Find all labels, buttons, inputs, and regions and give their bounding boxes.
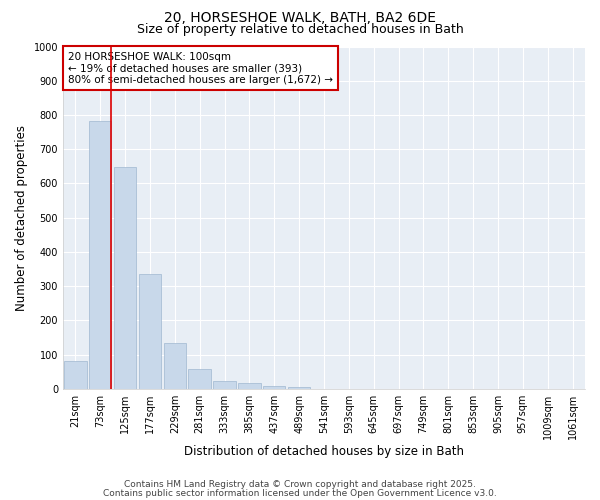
- Bar: [238, 382, 260, 389]
- Bar: [263, 386, 286, 389]
- Text: Contains public sector information licensed under the Open Government Licence v3: Contains public sector information licen…: [103, 488, 497, 498]
- Bar: [114, 167, 136, 389]
- Bar: [64, 361, 86, 389]
- Text: 20, HORSESHOE WALK, BATH, BA2 6DE: 20, HORSESHOE WALK, BATH, BA2 6DE: [164, 11, 436, 25]
- Text: 20 HORSESHOE WALK: 100sqm
← 19% of detached houses are smaller (393)
80% of semi: 20 HORSESHOE WALK: 100sqm ← 19% of detac…: [68, 52, 333, 85]
- Bar: [139, 274, 161, 389]
- Bar: [89, 121, 112, 389]
- Text: Contains HM Land Registry data © Crown copyright and database right 2025.: Contains HM Land Registry data © Crown c…: [124, 480, 476, 489]
- Y-axis label: Number of detached properties: Number of detached properties: [15, 124, 28, 310]
- Text: Size of property relative to detached houses in Bath: Size of property relative to detached ho…: [137, 22, 463, 36]
- Bar: [214, 382, 236, 389]
- Bar: [288, 387, 310, 389]
- Bar: [164, 344, 186, 389]
- Bar: [188, 370, 211, 389]
- X-axis label: Distribution of detached houses by size in Bath: Distribution of detached houses by size …: [184, 444, 464, 458]
